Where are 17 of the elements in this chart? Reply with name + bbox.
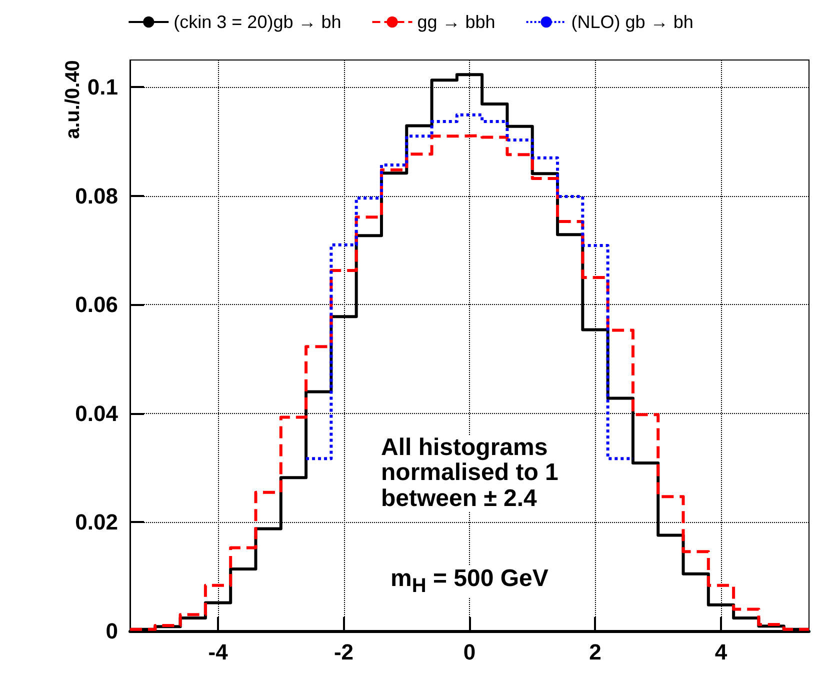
x-tick-label: 2 <box>589 640 602 664</box>
y-tick-label: 0.02 <box>75 510 118 535</box>
legend-label: (ckin 3 = 20)gb → bh <box>174 12 342 32</box>
legend-label: (NLO) gb → bh <box>571 12 694 32</box>
annotation: m$_{H}$ = 500 GeV <box>390 564 548 597</box>
annotation: All histograms normalised to 1 between ± 2.4 <box>381 434 558 512</box>
y-tick-label: 0.04 <box>75 400 119 426</box>
x-tick-label: 4 <box>714 640 728 664</box>
y-tick-label: 0 <box>106 618 118 644</box>
y-tick-label: 0.06 <box>75 292 118 318</box>
legend-label: gg → bbh <box>417 12 496 32</box>
x-tick-label: 0 <box>463 640 476 664</box>
y-tick-label: 0.1 <box>87 74 118 100</box>
x-tick-label: -2 <box>334 640 354 664</box>
x-tick-label: -4 <box>208 640 229 664</box>
y-axis-title: a.u./0.40 <box>62 60 85 139</box>
y-tick-label: 0.08 <box>75 183 118 208</box>
